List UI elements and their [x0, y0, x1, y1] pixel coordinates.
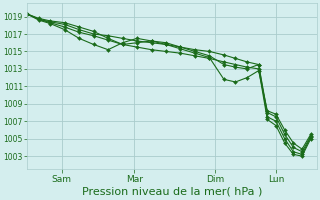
X-axis label: Pression niveau de la mer( hPa ): Pression niveau de la mer( hPa ) — [82, 187, 262, 197]
